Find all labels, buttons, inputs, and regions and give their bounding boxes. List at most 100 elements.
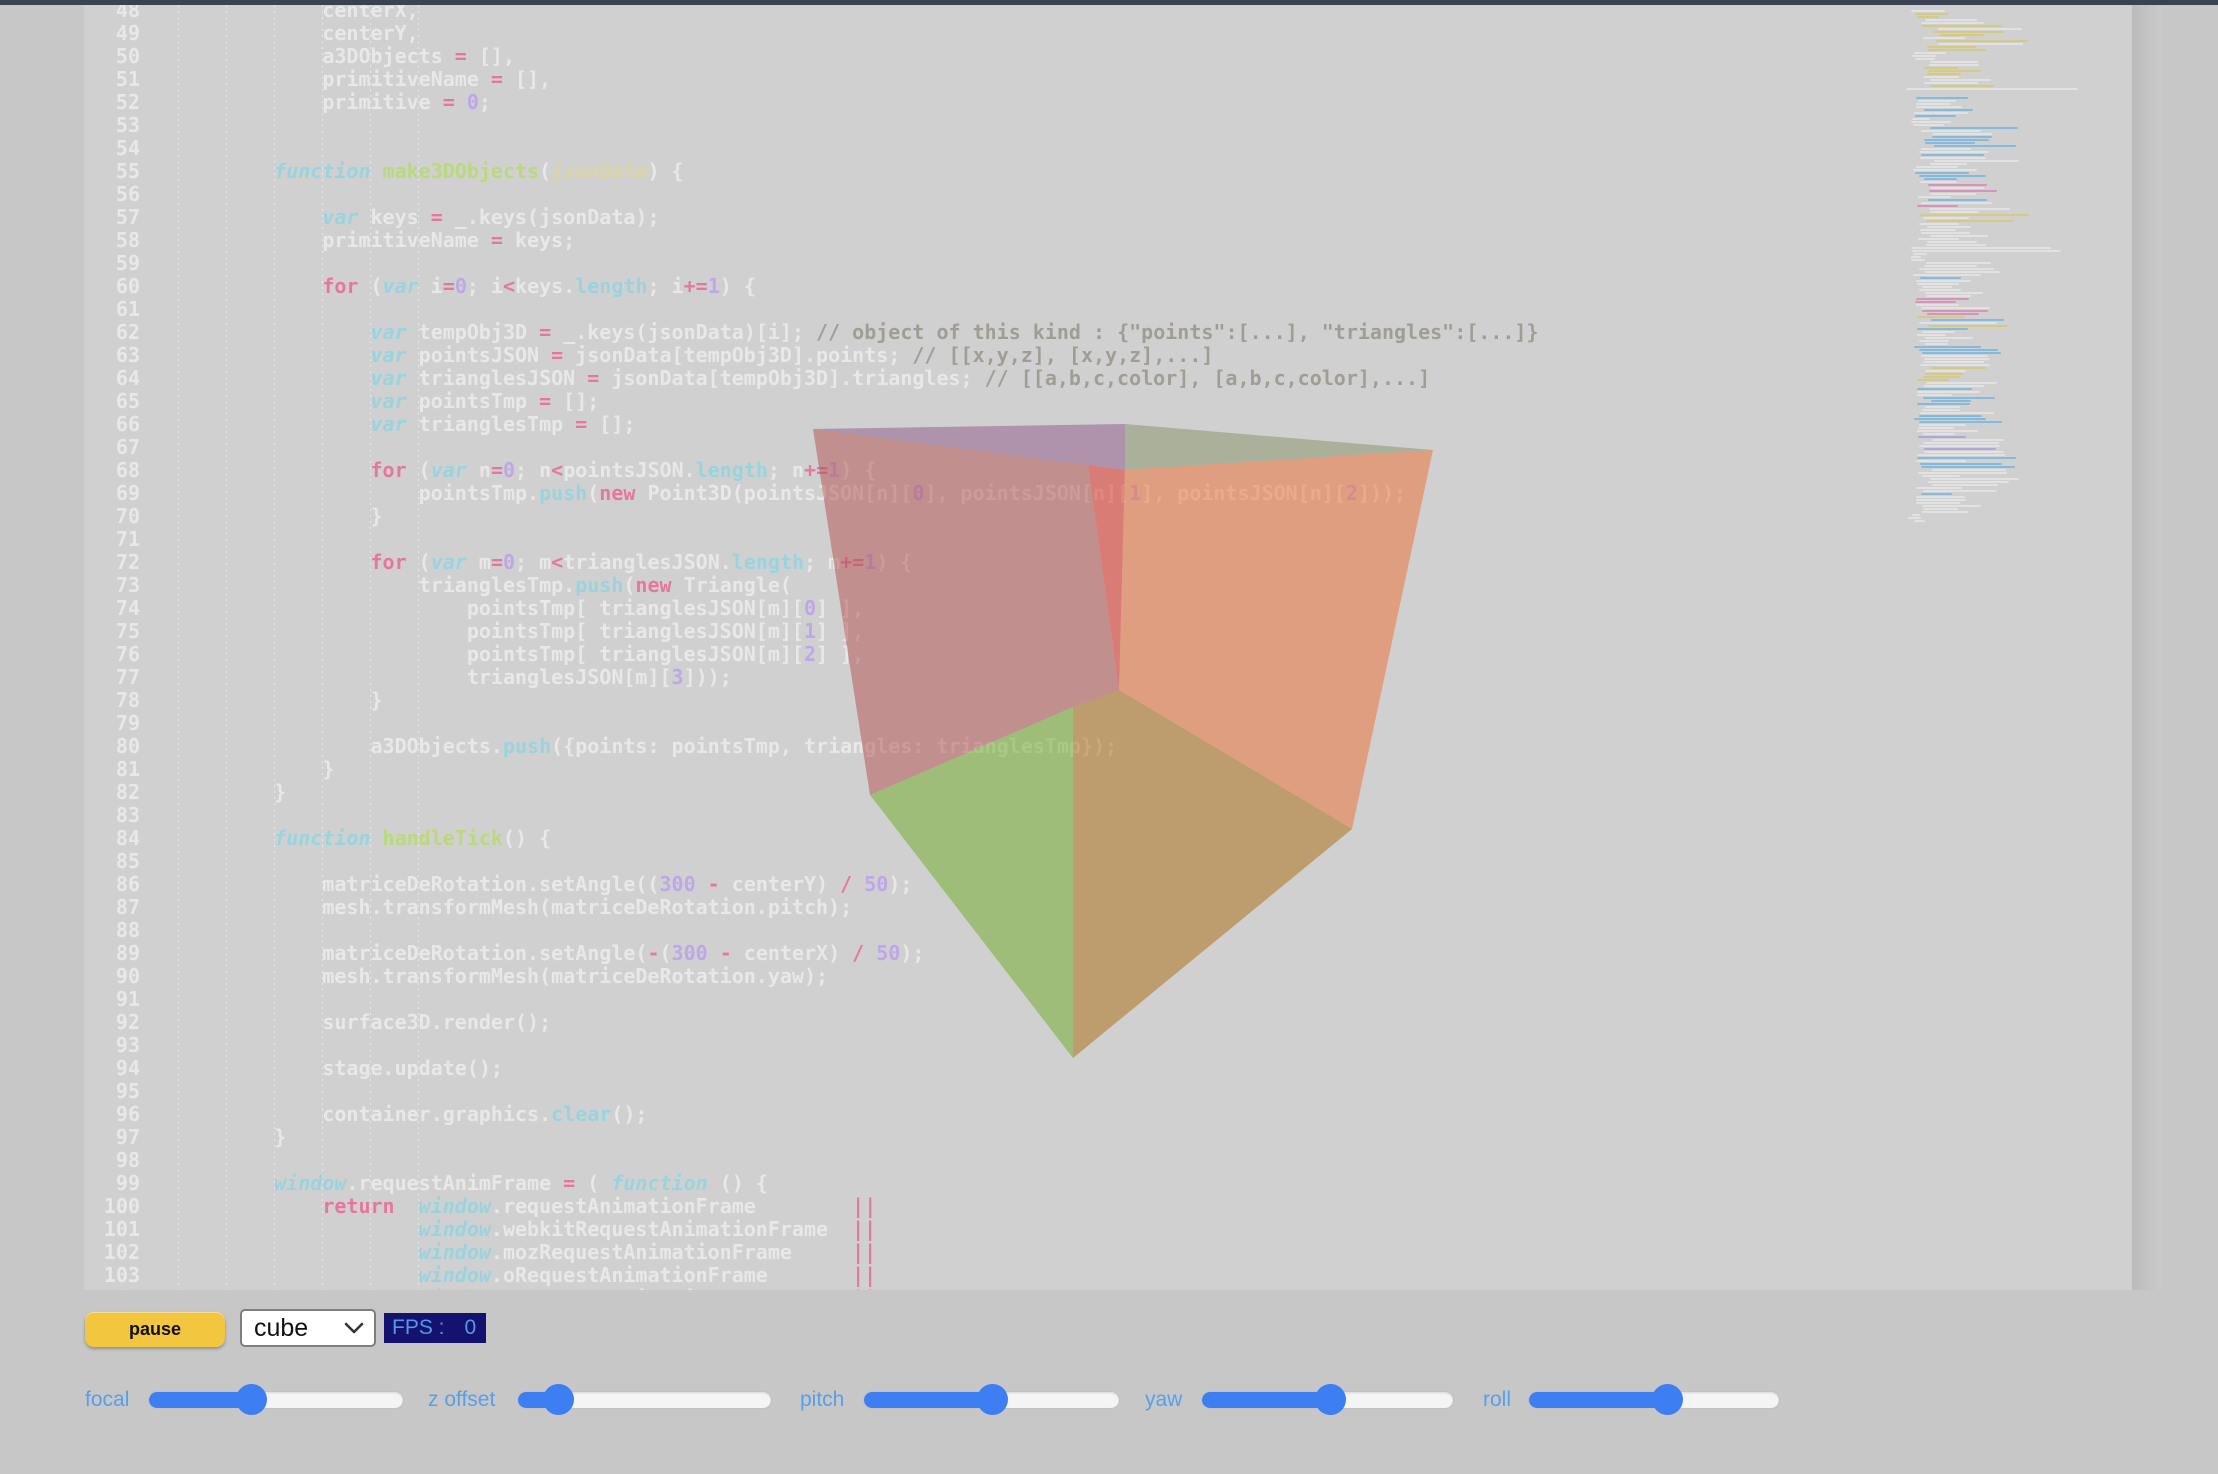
minimap-row — [1930, 211, 1979, 213]
minimap-row — [1916, 166, 1958, 168]
code-line: 59 — [115, 251, 140, 275]
minimap-row — [1929, 64, 1979, 66]
slider-thumb[interactable] — [235, 1384, 267, 1415]
code-line: 78 } — [115, 688, 383, 712]
code-line: 50 a3DObjects = [], — [115, 44, 515, 68]
fps-value: 0 — [464, 1316, 477, 1339]
code-line: 68 for (var n=0; n<pointsJSON.length; n+… — [115, 458, 877, 482]
minimap-row — [1918, 436, 1966, 438]
code-line: 76 pointsTmp[ trianglesJSON[m][2] ], — [115, 642, 865, 666]
minimap-row — [1917, 430, 1978, 432]
slider-thumb[interactable] — [976, 1384, 1008, 1415]
minimap-row — [1919, 421, 2002, 423]
shape-select[interactable]: cube — [240, 1309, 376, 1347]
roll-slider[interactable] — [1528, 1384, 1780, 1415]
code-line: 87 mesh.transformMesh(matriceDeRotation.… — [115, 895, 853, 919]
code-line: 57 var keys = _.keys(jsonData); — [115, 205, 660, 229]
minimap-row — [1922, 409, 1960, 411]
slider-thumb[interactable] — [1651, 1384, 1683, 1415]
minimap-row — [1925, 19, 1977, 21]
minimap-row — [1923, 442, 1999, 444]
yaw-slider[interactable] — [1201, 1384, 1454, 1415]
minimap-row — [1930, 367, 1986, 369]
minimap-row — [1930, 127, 2018, 129]
minimap-row — [1938, 43, 2023, 45]
minimap-row — [1925, 370, 1966, 372]
minimap-row — [1924, 358, 1990, 360]
minimap-row — [1906, 91, 2122, 93]
scrollbar-gutter[interactable] — [2132, 5, 2162, 1290]
minimap-row — [1924, 67, 1958, 69]
minimap-row — [1928, 199, 1987, 201]
code-line: 88 — [115, 918, 140, 942]
minimap-row — [1919, 340, 1949, 342]
minimap-row — [1919, 349, 1998, 351]
code-line: 58 primitiveName = keys; — [115, 228, 576, 252]
code-line: 81 } — [115, 757, 335, 781]
pitch-slider[interactable] — [863, 1384, 1120, 1415]
minimap-row — [1917, 457, 2016, 459]
chevron-down-icon — [344, 1322, 364, 1334]
code-line: 48 centerX, — [115, 5, 419, 22]
minimap-row — [1917, 454, 2005, 456]
minimap-row — [1931, 319, 2004, 321]
minimap-row — [1916, 502, 1960, 504]
indent-guide — [226, 5, 227, 1290]
minimap-row — [1928, 325, 2008, 327]
minimap-row — [1923, 433, 1955, 435]
minimap-row — [1926, 244, 1986, 246]
minimap-row — [1917, 403, 1970, 405]
minimap-row — [1924, 385, 1984, 387]
top-strip — [0, 0, 2218, 5]
minimap-row — [1920, 277, 1961, 279]
focal-slider[interactable] — [148, 1384, 404, 1415]
minimap-row — [1913, 169, 1977, 171]
code-line: 95 — [115, 1079, 140, 1103]
slider-thumb[interactable] — [543, 1384, 575, 1415]
minimap-row — [1928, 70, 1981, 72]
code-line: 77 trianglesJSON[m][3])); — [115, 665, 732, 689]
minimap-row — [1930, 163, 1967, 165]
minimap-row — [1926, 382, 1997, 384]
minimap-row — [1920, 412, 1994, 414]
slider-thumb[interactable] — [1315, 1384, 1346, 1415]
code-line: 92 surface3D.render(); — [115, 1010, 552, 1034]
minimap-row — [1916, 487, 1962, 489]
minimap-row — [1920, 229, 1956, 231]
minimap-row — [1920, 364, 1990, 366]
minimap-row — [1932, 133, 1992, 135]
minimap-row — [1928, 49, 1986, 51]
code-line: 72 for (var m=0; m<trianglesJSON.length;… — [115, 550, 913, 574]
minimap-row — [1911, 247, 2051, 249]
code-line: 52 primitive = 0; — [115, 90, 491, 114]
code-line: 98 — [115, 1148, 140, 1172]
pause-button[interactable]: pause — [85, 1312, 225, 1347]
minimap-row — [1921, 232, 1970, 234]
minimap-row — [1924, 139, 1989, 141]
minimap-row — [1923, 508, 1958, 510]
minimap-row — [1915, 115, 1956, 117]
minimap-row — [1913, 253, 1927, 255]
minimap-row — [1929, 208, 2010, 210]
minimap-row — [1923, 376, 1960, 378]
minimap-row — [1916, 97, 1968, 99]
code-line: 66 var trianglesTmp = []; — [115, 412, 636, 436]
code-line: 85 — [115, 849, 140, 873]
zoffset-slider[interactable] — [517, 1384, 772, 1415]
minimap-row — [1912, 55, 1936, 57]
code-line: 63 var pointsJSON = jsonData[tempObj3D].… — [115, 343, 1214, 367]
minimap-row — [1930, 79, 1991, 81]
minimap-row — [1912, 250, 2061, 252]
code-line: 94 stage.update(); — [115, 1056, 503, 1080]
minimap-row — [1923, 37, 1965, 39]
code-line: 91 — [115, 987, 140, 1011]
minimap-row — [1917, 328, 1968, 330]
minimap-row — [1940, 34, 1984, 36]
code-line: 61 — [115, 297, 140, 321]
code-line: 97 } — [115, 1125, 287, 1149]
minimap-row — [1930, 187, 1984, 189]
minimap-row — [1920, 181, 1957, 183]
minimap-row — [1930, 478, 2019, 480]
slider-fill — [149, 1392, 251, 1408]
minimap-row — [1930, 235, 1988, 237]
